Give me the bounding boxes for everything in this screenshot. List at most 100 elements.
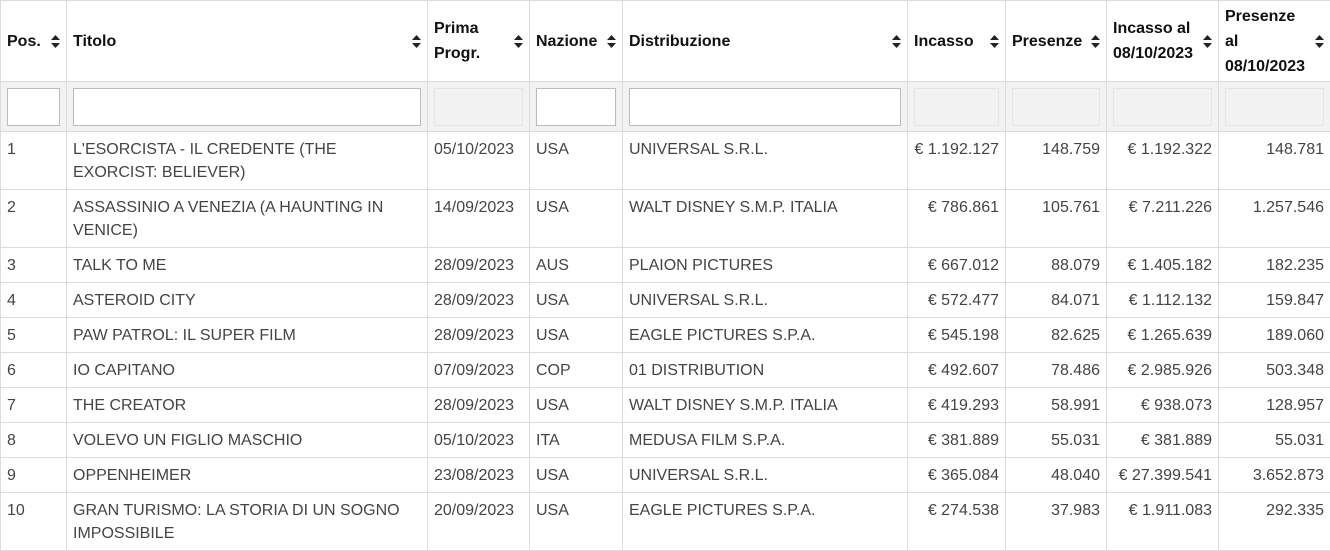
cell-pos: 3 (0, 247, 67, 283)
sort-icon[interactable] (412, 34, 421, 48)
header-distribuzione[interactable]: Distribuzione (622, 0, 908, 82)
cell-country: COP (529, 352, 623, 388)
header-row: Pos. Titolo Prima Progr. Nazione Distribu… (0, 0, 1330, 82)
header-incasso-al-label-1: Incasso al (1113, 20, 1191, 37)
filter-incasso-disabled (914, 87, 999, 126)
header-incasso-label: Incasso (914, 32, 974, 50)
cell-title: ASSASSINIO A VENEZIA (A HAUNTING IN VENIC… (66, 189, 428, 248)
cell-presenze: 82.625 (1005, 317, 1107, 353)
cell-country: USA (529, 387, 623, 423)
cell-date: 28/09/2023 (427, 247, 530, 283)
sort-icon[interactable] (1315, 34, 1324, 48)
title-line: VENICE) (73, 222, 138, 239)
header-pos[interactable]: Pos. (0, 0, 67, 82)
sort-icon[interactable] (607, 34, 616, 48)
cell-title: TALK TO ME (66, 247, 428, 283)
cell-date: 28/09/2023 (427, 387, 530, 423)
cell-presenze-tot: 292.335 (1218, 492, 1330, 551)
header-distribuzione-label: Distribuzione (629, 32, 731, 50)
cell-incasso: € 381.889 (907, 422, 1006, 458)
sort-icon[interactable] (51, 34, 60, 48)
filter-prima-disabled (434, 87, 523, 126)
header-presenze[interactable]: Presenze (1005, 0, 1107, 82)
table-row: 10 GRAN TURISMO: LA STORIA DI UN SOGNO IMP… (0, 492, 1330, 551)
cell-incasso: € 667.012 (907, 247, 1006, 283)
filter-cell-presenze-al (1218, 81, 1330, 132)
cell-country: USA (529, 317, 623, 353)
title-line: ASTEROID CITY (73, 292, 196, 309)
cell-presenze-tot: 128.957 (1218, 387, 1330, 423)
title-line: IO CAPITANO (73, 362, 175, 379)
cell-title: GRAN TURISMO: LA STORIA DI UN SOGNO IMPOS… (66, 492, 428, 551)
cell-date: 05/10/2023 (427, 131, 530, 190)
cell-presenze: 78.486 (1005, 352, 1107, 388)
table-row: 1 L'ESORCISTA - IL CREDENTE (THE EXORCIST:… (0, 131, 1330, 190)
header-presenze-al-label-1: Presenze (1225, 7, 1296, 25)
sort-icon[interactable] (1091, 34, 1100, 48)
cell-incasso: € 365.084 (907, 457, 1006, 493)
cell-date: 07/09/2023 (427, 352, 530, 388)
cell-title: L'ESORCISTA - IL CREDENTE (THE EXORCIST: … (66, 131, 428, 190)
title-line: GRAN TURISMO: LA STORIA DI UN SOGNO (73, 502, 400, 519)
title-line: OPPENHEIMER (73, 467, 192, 484)
filter-titolo-input[interactable] (73, 87, 421, 126)
filter-cell-titolo (66, 81, 428, 132)
header-titolo[interactable]: Titolo (66, 0, 428, 82)
title-line: THE CREATOR (73, 397, 187, 414)
cell-incasso-tot: € 1.192.322 (1106, 131, 1219, 190)
header-nazione[interactable]: Nazione (529, 0, 623, 82)
cell-presenze-tot: 55.031 (1218, 422, 1330, 458)
sort-icon[interactable] (1203, 34, 1212, 48)
cell-presenze: 84.071 (1005, 282, 1107, 318)
title-line: L'ESORCISTA - IL CREDENTE (THE (73, 141, 337, 158)
cell-incasso-tot: € 2.985.926 (1106, 352, 1219, 388)
header-presenze-al[interactable]: Presenze al 08/10/2023 (1218, 0, 1330, 82)
cell-incasso: € 786.861 (907, 189, 1006, 248)
sort-icon[interactable] (892, 34, 901, 48)
header-incasso[interactable]: Incasso (907, 0, 1006, 82)
cell-incasso-tot: € 1.911.083 (1106, 492, 1219, 551)
cell-incasso: € 419.293 (907, 387, 1006, 423)
cell-incasso-tot: € 1.112.132 (1106, 282, 1219, 318)
cell-distributor: PLAION PICTURES (622, 247, 908, 283)
title-line: TALK TO ME (73, 257, 167, 274)
cell-pos: 6 (0, 352, 67, 388)
filter-pos-input[interactable] (7, 87, 60, 126)
sort-icon[interactable] (990, 34, 999, 48)
filter-distribuzione-input[interactable] (629, 87, 901, 126)
cell-incasso-tot: € 1.405.182 (1106, 247, 1219, 283)
cell-title: IO CAPITANO (66, 352, 428, 388)
cell-incasso: € 1.192.127 (907, 131, 1006, 190)
cell-country: USA (529, 189, 623, 248)
cell-incasso: € 572.477 (907, 282, 1006, 318)
table-row: 2 ASSASSINIO A VENEZIA (A HAUNTING IN VENI… (0, 189, 1330, 248)
cell-title: OPPENHEIMER (66, 457, 428, 493)
title-line: EXORCIST: BELIEVER) (73, 164, 246, 181)
cell-presenze: 58.991 (1005, 387, 1107, 423)
cell-pos: 1 (0, 131, 67, 190)
table-row: 9 OPPENHEIMER 23/08/2023 USA UNIVERSAL S.R.L… (0, 457, 1330, 493)
header-presenze-al-label-2: al (1225, 32, 1239, 50)
cell-distributor: EAGLE PICTURES S.P.A. (622, 492, 908, 551)
table-row: 8 VOLEVO UN FIGLIO MASCHIO 05/10/2023 ITA ME… (0, 422, 1330, 458)
cell-country: USA (529, 457, 623, 493)
sort-icon[interactable] (514, 34, 523, 48)
filter-presenze-disabled (1012, 87, 1100, 126)
filter-cell-pos (0, 81, 67, 132)
header-pos-label: Pos. (7, 32, 41, 50)
cell-pos: 4 (0, 282, 67, 318)
cell-distributor: UNIVERSAL S.R.L. (622, 457, 908, 493)
cell-distributor: WALT DISNEY S.M.P. ITALIA (622, 387, 908, 423)
filter-nazione-input[interactable] (536, 87, 616, 126)
header-incasso-al[interactable]: Incasso al 08/10/2023 (1106, 0, 1219, 82)
cell-pos: 10 (0, 492, 67, 551)
cell-distributor: MEDUSA FILM S.P.A. (622, 422, 908, 458)
cell-presenze-tot: 503.348 (1218, 352, 1330, 388)
cell-pos: 2 (0, 189, 67, 248)
cell-title: VOLEVO UN FIGLIO MASCHIO (66, 422, 428, 458)
cell-presenze: 37.983 (1005, 492, 1107, 551)
table-row: 3 TALK TO ME 28/09/2023 AUS PLAION PICTURES €… (0, 247, 1330, 283)
cell-presenze-tot: 1.257.546 (1218, 189, 1330, 248)
header-prima-progr[interactable]: Prima Progr. (427, 0, 530, 82)
cell-title: THE CREATOR (66, 387, 428, 423)
